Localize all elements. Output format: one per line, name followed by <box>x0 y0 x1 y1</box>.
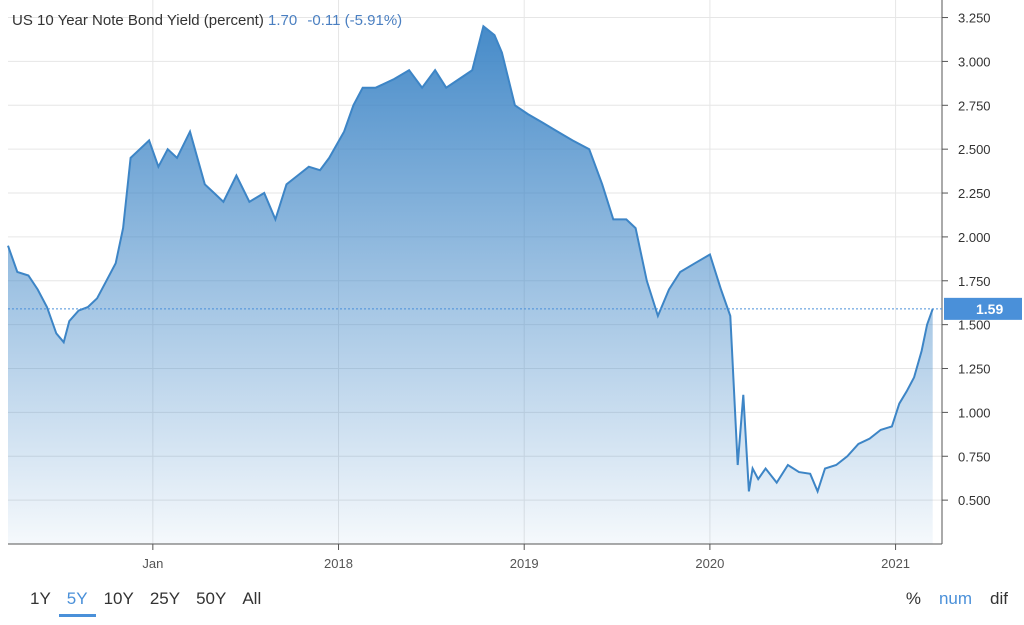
x-tick-label: 2021 <box>881 556 910 571</box>
current-value: 1.70 <box>268 12 298 29</box>
y-tick-label: 1.250 <box>958 362 991 377</box>
mode-button-num[interactable]: num <box>938 589 973 608</box>
series-line <box>7 24 934 495</box>
change-value: -0.11 (-5.91%) <box>307 12 403 29</box>
last-value-label: 1.59 <box>8 297 1022 320</box>
chart-header: US 10 Year Note Bond Yield (percent) 1.7… <box>12 12 402 29</box>
range-button-5y[interactable]: 5Y <box>58 586 96 617</box>
mode-button-percent[interactable]: % <box>905 589 921 608</box>
y-tick-label: 3.000 <box>958 54 991 69</box>
y-tick-label: 2.500 <box>958 142 991 157</box>
range-button-1y[interactable]: 1Y <box>30 589 51 608</box>
range-button-10y[interactable]: 10Y <box>103 589 134 608</box>
series-area <box>7 24 934 545</box>
x-tick-label: 2018 <box>324 556 353 571</box>
y-tick-label: 2.250 <box>958 186 991 201</box>
x-tick-label: Jan <box>142 556 163 571</box>
y-tick-label: 2.000 <box>958 230 991 245</box>
y-tick-label: 1.750 <box>958 274 991 289</box>
x-tick-label: 2020 <box>695 556 724 571</box>
series-fill <box>8 26 933 545</box>
range-selector: 1Y 5Y 10Y 25Y 50Y All <box>22 586 269 617</box>
y-tick-label: 1.000 <box>958 405 991 420</box>
y-tick-label: 0.750 <box>958 449 991 464</box>
mode-selector: % num dif <box>902 586 1012 612</box>
y-tick-label: 2.750 <box>958 98 991 113</box>
last-value-text: 1.59 <box>976 301 1003 317</box>
y-tick-label: 0.500 <box>958 493 991 508</box>
last-value-badge <box>944 297 1022 320</box>
range-button-25y[interactable]: 25Y <box>149 589 181 608</box>
x-tick-label: 2019 <box>510 556 539 571</box>
y-tick-label: 3.250 <box>958 11 991 26</box>
range-button-all[interactable]: All <box>242 589 262 608</box>
range-button-50y[interactable]: 50Y <box>196 589 227 608</box>
mode-button-dif[interactable]: dif <box>990 589 1008 608</box>
axes: 0.500 0.750 1.000 1.250 1.500 1.750 2.000 2.250… <box>8 0 991 571</box>
y-tick-label: 1.500 <box>958 318 991 333</box>
chart-title: US 10 Year Note Bond Yield (percent) <box>12 12 264 29</box>
